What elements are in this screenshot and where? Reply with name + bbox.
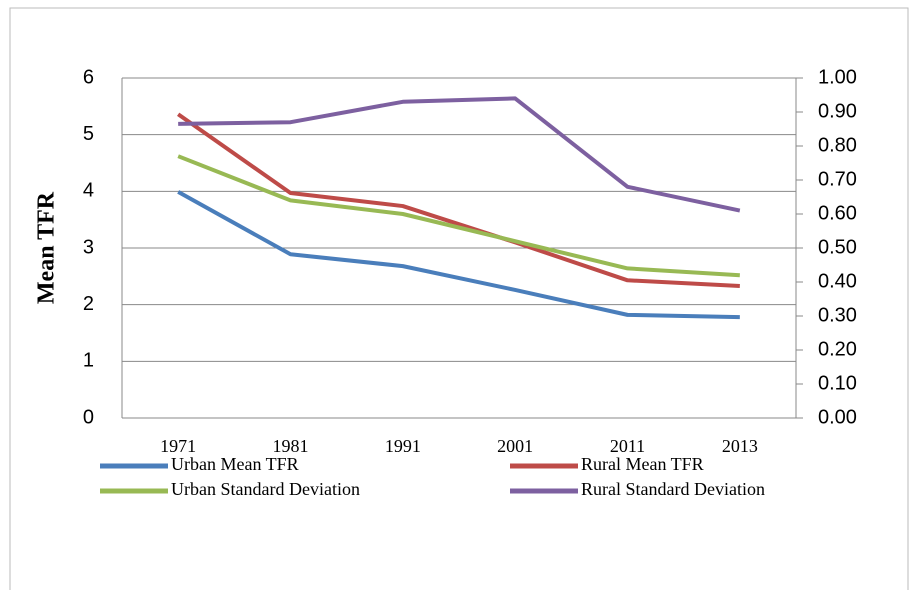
- y-tick-label: 5: [83, 123, 94, 145]
- x-tick-label: 1981: [273, 436, 309, 456]
- y2-tick-label: 0.40: [818, 270, 857, 292]
- y-tick-label: 4: [83, 180, 94, 202]
- y2-tick-label: 0.30: [818, 304, 857, 326]
- y2-tick-label: 0.50: [818, 236, 857, 258]
- series-line: [177, 190, 740, 320]
- legend-label: Urban Standard Deviation: [171, 479, 360, 499]
- y2-tick-label: 0.20: [818, 338, 857, 360]
- y-tick-label: 6: [83, 66, 94, 88]
- x-tick-label: 2013: [722, 436, 758, 456]
- y2-tick-label: 0.60: [818, 202, 857, 224]
- y-axis-title: Mean TFR: [34, 191, 60, 304]
- x-tick-label: 2001: [497, 436, 533, 456]
- y2-tick-label: 0.90: [818, 100, 857, 122]
- legend-label: Rural Mean TFR: [581, 454, 704, 474]
- y2-tick-label: 1.00: [818, 66, 857, 88]
- series-line: [177, 154, 740, 278]
- frame: [9, 7, 909, 590]
- y-tick-label: 0: [83, 406, 94, 428]
- x-tick-label: 1991: [385, 436, 421, 456]
- legend-label: Urban Mean TFR: [171, 454, 299, 474]
- y-tick-label: 2: [83, 293, 94, 315]
- series-line: [178, 96, 741, 213]
- y2-tick-label: 0.70: [818, 168, 857, 190]
- x-tick-label: 1971: [160, 436, 196, 456]
- y2-tick-label: 0.00: [818, 406, 857, 428]
- x-tick-label: 2011: [610, 436, 645, 456]
- y-tick-label: 3: [83, 236, 94, 258]
- series-line: [177, 112, 740, 288]
- y2-tick-label: 0.80: [818, 134, 857, 156]
- y2-tick-label: 0.10: [818, 372, 857, 394]
- legend-label: Rural Standard Deviation: [581, 479, 765, 499]
- y-tick-label: 1: [83, 350, 94, 372]
